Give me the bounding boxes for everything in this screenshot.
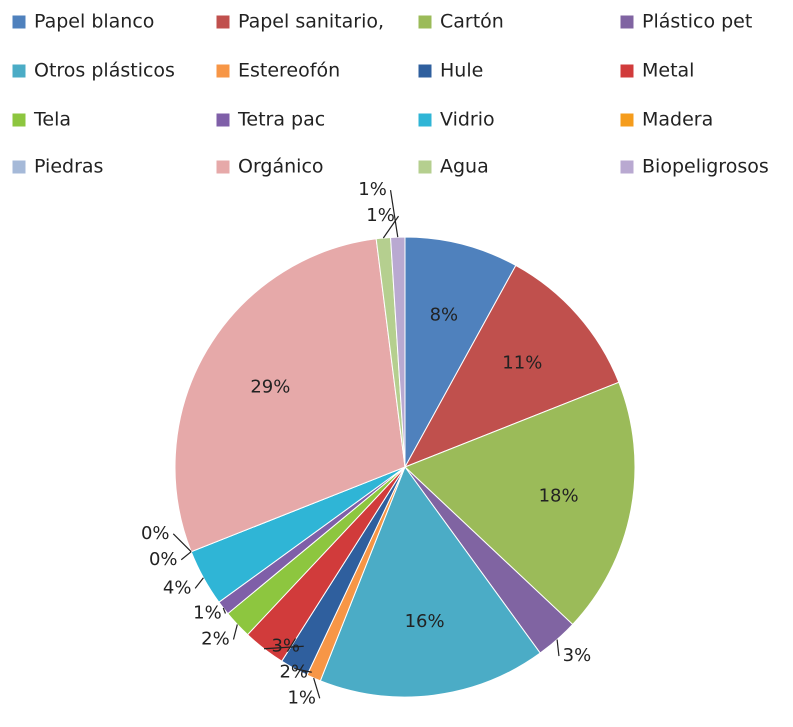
data-label: 29% xyxy=(250,376,290,397)
legend-swatch xyxy=(215,159,231,175)
data-label: 16% xyxy=(405,611,445,632)
data-label: 3% xyxy=(271,635,300,656)
legend-swatch xyxy=(417,14,433,30)
leader-line xyxy=(382,215,400,239)
data-label: 0% xyxy=(149,549,178,570)
legend-swatch xyxy=(417,112,433,128)
legend-label: Hule xyxy=(440,60,483,82)
pie-slice xyxy=(404,381,636,626)
leader-line xyxy=(194,577,204,589)
legend-label: Tela xyxy=(33,109,71,131)
legend-swatch xyxy=(619,159,635,175)
leader-line xyxy=(313,677,321,699)
leader-line xyxy=(556,639,560,657)
data-label: 1% xyxy=(287,687,316,708)
legend-swatch xyxy=(619,14,635,30)
legend-swatch xyxy=(215,14,231,30)
legend-label: Papel sanitario, xyxy=(238,11,384,33)
legend-swatch xyxy=(417,63,433,79)
legend-swatch xyxy=(11,112,27,128)
data-label: 2% xyxy=(201,629,230,650)
legend-label: Otros plásticos xyxy=(34,60,175,82)
leader-line xyxy=(263,645,304,650)
legend-swatch xyxy=(11,14,27,30)
legend-label: Vidrio xyxy=(440,109,495,131)
data-label: 1% xyxy=(358,179,387,200)
legend-swatch xyxy=(215,63,231,79)
legend-swatch xyxy=(11,159,27,175)
legend-label: Orgánico xyxy=(238,156,324,178)
legend-label: Biopeligrosos xyxy=(642,156,769,178)
legend-label: Papel blanco xyxy=(34,11,154,33)
leader-line xyxy=(389,190,399,238)
leader-line xyxy=(232,624,238,640)
legend-swatch xyxy=(619,112,635,128)
legend-swatch xyxy=(11,63,27,79)
data-label: 18% xyxy=(539,485,579,506)
pie-slice xyxy=(403,264,620,468)
pie-slice xyxy=(174,238,406,553)
legend-label: Agua xyxy=(440,156,489,178)
legend-label: Madera xyxy=(642,109,713,131)
data-label: 1% xyxy=(193,603,222,624)
legend-label: Tetra pac xyxy=(237,109,325,131)
leader-line xyxy=(222,607,227,614)
data-label: 1% xyxy=(366,205,395,226)
data-label: 3% xyxy=(563,645,592,666)
leader-line xyxy=(180,551,192,561)
pie-slice xyxy=(404,236,517,468)
legend-label: Estereofón xyxy=(238,60,340,82)
data-label: 11% xyxy=(502,353,542,374)
data-label: 0% xyxy=(141,523,170,544)
legend-label: Metal xyxy=(642,60,694,82)
legend-swatch xyxy=(215,112,231,128)
leader-line xyxy=(172,533,192,553)
data-label: 8% xyxy=(430,305,459,326)
legend-label: Plástico pet xyxy=(642,11,752,33)
leader-line xyxy=(294,667,312,673)
legend-swatch xyxy=(417,159,433,175)
legend-label: Cartón xyxy=(440,11,504,33)
pie-slice xyxy=(319,465,541,698)
data-label: 2% xyxy=(279,661,308,682)
legend-swatch xyxy=(619,63,635,79)
legend-label: Piedras xyxy=(34,156,103,178)
data-label: 4% xyxy=(163,577,192,598)
pie-slice xyxy=(390,236,406,468)
